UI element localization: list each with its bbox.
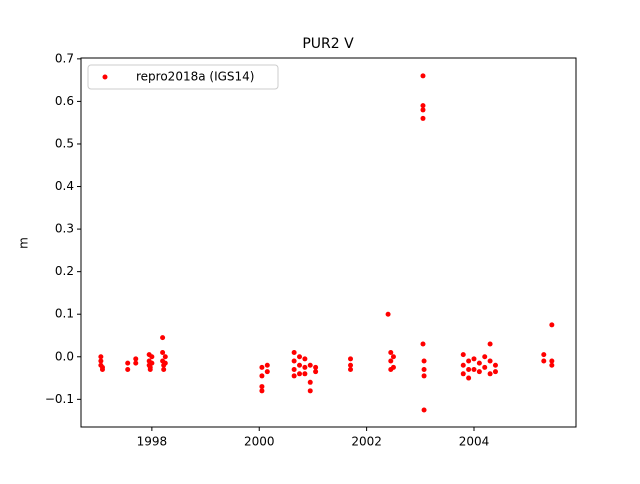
point (482, 364, 488, 370)
point (98, 354, 104, 360)
y-tick-label: 0.7 (55, 51, 74, 65)
point (388, 350, 394, 356)
plot-frame (80, 57, 577, 428)
y-tick-label: 0.0 (55, 349, 74, 363)
point (390, 364, 396, 370)
y-tick-label: −0.1 (45, 392, 74, 406)
point (98, 358, 104, 364)
point (420, 73, 426, 79)
x-tick-label: 2002 (351, 435, 382, 449)
point (348, 356, 354, 362)
y-axis-label: m (17, 237, 31, 249)
point (125, 360, 131, 366)
point (476, 360, 482, 366)
legend-label: repro2018a (IGS14) (136, 70, 254, 84)
point (291, 358, 297, 364)
point (420, 103, 426, 109)
point (460, 371, 466, 377)
point (147, 364, 153, 370)
point (482, 354, 488, 360)
point (421, 373, 427, 379)
point (549, 358, 555, 364)
point (466, 358, 472, 364)
point (125, 367, 131, 373)
point (291, 373, 297, 379)
point (348, 362, 354, 368)
point (264, 362, 270, 368)
point (541, 352, 547, 358)
point (460, 362, 466, 368)
y-tick-label: 0.1 (55, 307, 74, 321)
point (466, 375, 472, 381)
point (388, 358, 394, 364)
point (307, 362, 313, 368)
point (133, 356, 139, 362)
point (421, 407, 427, 413)
point (487, 358, 493, 364)
point (492, 362, 498, 368)
point (162, 354, 168, 360)
point (259, 384, 265, 390)
point (476, 369, 482, 375)
point (307, 379, 313, 385)
point (541, 358, 547, 364)
point (471, 367, 477, 373)
point (420, 115, 426, 121)
point (160, 335, 166, 341)
point (385, 311, 391, 317)
x-tick-label: 1998 (137, 435, 168, 449)
point (466, 367, 472, 373)
point (259, 388, 265, 394)
point (420, 107, 426, 113)
point (162, 360, 168, 366)
point (161, 367, 167, 373)
point (149, 354, 155, 360)
point (421, 358, 427, 364)
point (421, 367, 427, 373)
point (302, 371, 308, 377)
x-tick-label: 2004 (459, 435, 490, 449)
point (549, 362, 555, 368)
x-tick-label: 2000 (244, 435, 275, 449)
point (313, 364, 319, 370)
point (133, 360, 139, 366)
point (348, 367, 354, 373)
point (487, 341, 493, 347)
y-tick-label: 0.2 (55, 264, 74, 278)
point (297, 371, 303, 377)
point (307, 388, 313, 394)
point (471, 356, 477, 362)
point (420, 341, 426, 347)
point (487, 371, 493, 377)
point (549, 322, 555, 328)
point (302, 356, 308, 362)
point (302, 364, 308, 370)
point (390, 354, 396, 360)
point (313, 369, 319, 375)
y-tick-label: 0.5 (55, 136, 74, 150)
chart-title: PUR2 V (302, 36, 354, 52)
point (460, 352, 466, 358)
point (297, 362, 303, 368)
point (492, 369, 498, 375)
point (264, 369, 270, 375)
y-tick-label: 0.4 (55, 179, 74, 193)
y-tick-label: 0.6 (55, 94, 74, 108)
point (259, 364, 265, 370)
point (259, 373, 265, 379)
legend-box (87, 64, 279, 90)
point (160, 350, 166, 356)
point (149, 360, 155, 366)
point (291, 350, 297, 356)
legend-marker (102, 74, 108, 80)
point (297, 354, 303, 360)
point (291, 367, 297, 373)
y-tick-label: 0.3 (55, 222, 74, 236)
point (99, 364, 105, 370)
